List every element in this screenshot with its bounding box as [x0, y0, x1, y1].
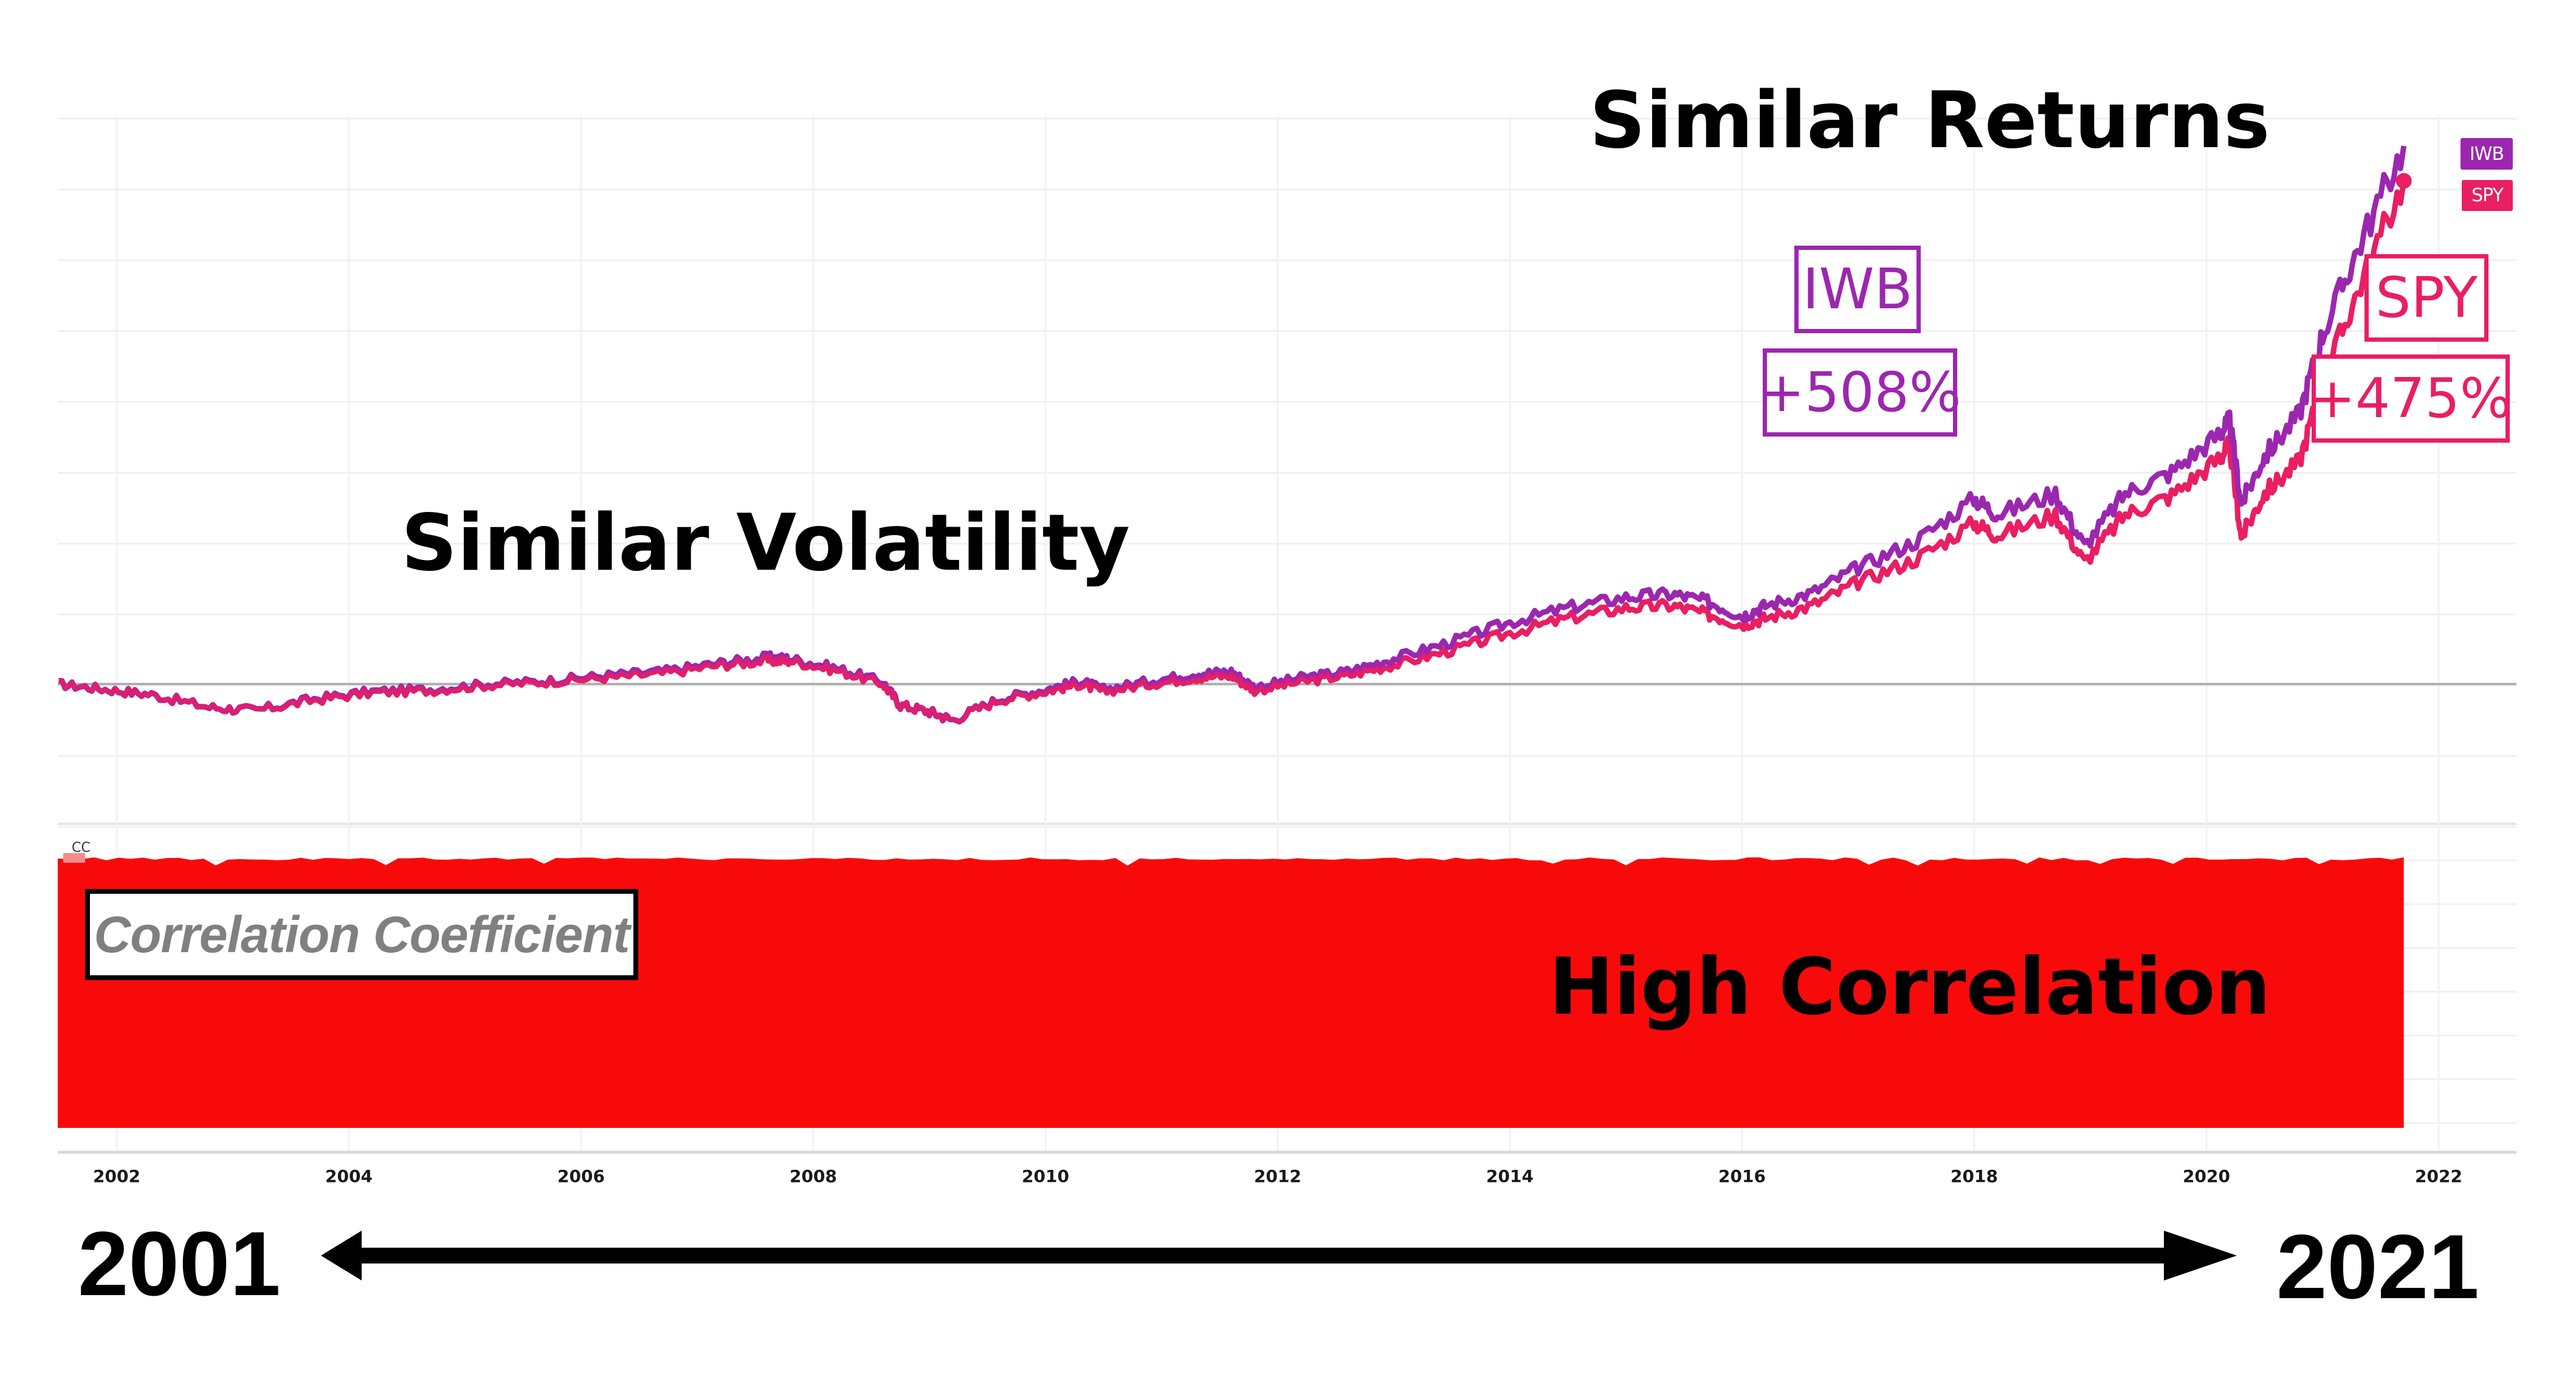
correlation-coefficient-label: Correlation Coefficient: [94, 905, 630, 963]
legend-spy-tag: SPY: [2462, 180, 2513, 211]
x-axis-tick-label: 2014: [1486, 1166, 1534, 1186]
spy-ticker-text: SPY: [2375, 265, 2478, 330]
spy-return-text: +475%: [2309, 366, 2512, 430]
spy-line-overlay: [58, 654, 1392, 724]
cc-marker: [63, 853, 85, 863]
x-axis-tick-label: 2016: [1718, 1166, 1766, 1186]
x-axis-tick-label: 2008: [790, 1166, 837, 1186]
x-axis-tick-label: 2004: [325, 1166, 373, 1186]
end-year-label: 2021: [2276, 1215, 2479, 1318]
x-axis-tick-label: 2010: [1022, 1166, 1069, 1186]
similar-volatility-heading: Similar Volatility: [401, 498, 1130, 589]
cc-indicator-label: CC: [72, 840, 91, 856]
x-axis-tick-label: 2018: [1951, 1166, 1998, 1186]
x-axis-tick-label: 2002: [93, 1166, 140, 1186]
x-axis-tick-label: 2012: [1254, 1166, 1301, 1186]
correlation-area: [58, 857, 2404, 1128]
iwb-return-text: +508%: [1758, 360, 1961, 424]
timeline-arrow: [321, 1231, 2237, 1281]
start-year-label: 2001: [78, 1212, 281, 1315]
x-axis-tick-label: 2022: [2415, 1166, 2462, 1186]
x-axis-tick-label: 2020: [2183, 1166, 2230, 1186]
iwb-ticker-callout: IWB: [1794, 246, 1921, 333]
correlation-coefficient-label-box: Correlation Coefficient: [85, 889, 638, 980]
iwb-return-callout: +508%: [1759, 348, 1961, 437]
spy-line: [58, 180, 2407, 725]
spy-ticker-callout: SPY: [2364, 254, 2488, 342]
legend-iwb-tag: IWB: [2461, 138, 2513, 170]
iwb-line: [58, 145, 2407, 725]
arrow-right-icon: [2164, 1231, 2237, 1281]
similar-returns-heading: Similar Returns: [1589, 75, 2270, 166]
high-correlation-heading: High Correlation: [1549, 942, 2271, 1032]
arrow-left-icon: [321, 1231, 362, 1281]
spy-last-point-marker: [2395, 173, 2412, 189]
iwb-ticker-text: IWB: [1802, 257, 1913, 322]
x-axis-tick-label: 2006: [557, 1166, 605, 1186]
spy-return-callout: +475%: [2309, 354, 2512, 443]
